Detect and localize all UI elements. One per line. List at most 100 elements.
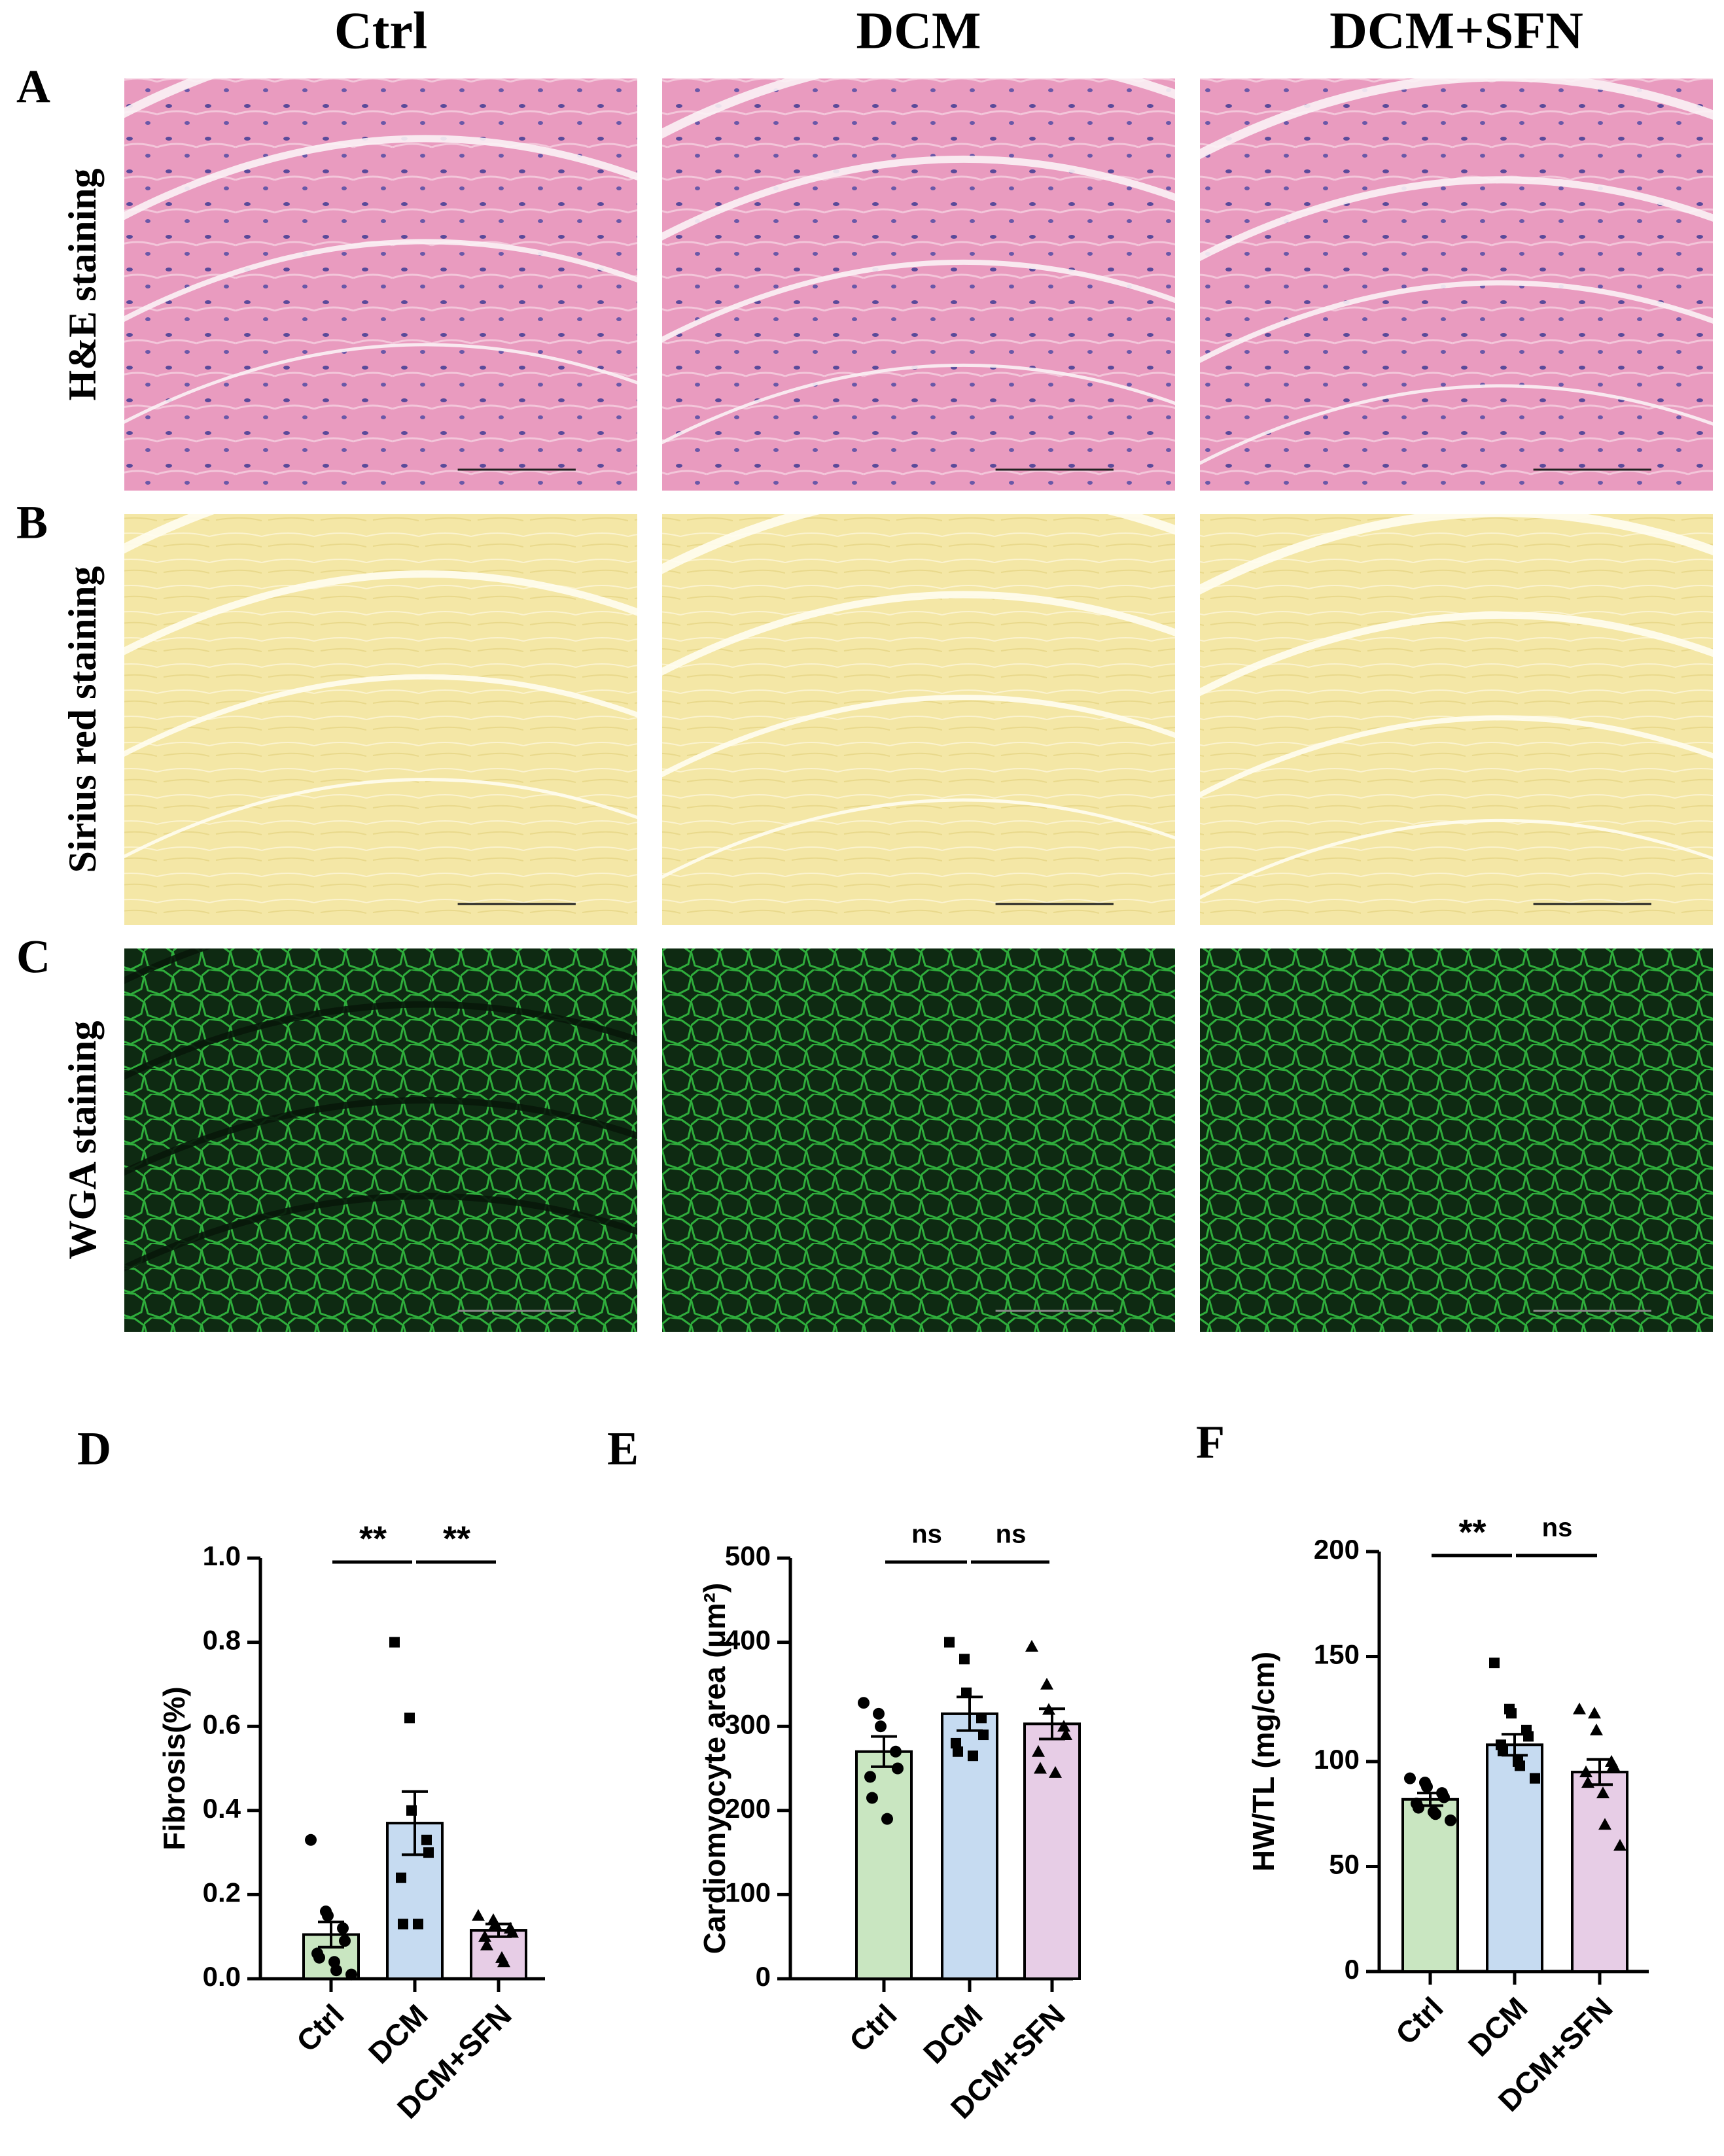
y-axis-label: Fibrosis(%) <box>157 1686 191 1850</box>
data-point <box>1430 1808 1441 1820</box>
data-point <box>313 1951 325 1964</box>
micrograph-features <box>662 78 1175 445</box>
data-point <box>976 1713 987 1724</box>
tissue-gap <box>662 695 1175 778</box>
tissue-gap <box>662 514 1175 574</box>
y-tick-label: 0.6 <box>203 1709 241 1739</box>
micrograph-features <box>662 514 1175 879</box>
data-point <box>968 1750 978 1762</box>
x-tick-label: Ctrl <box>290 1998 351 2059</box>
significance-label: ns <box>911 1520 942 1549</box>
column-header: DCM+SFN <box>1329 2 1583 60</box>
y-tick-label: 0.4 <box>203 1793 241 1824</box>
y-tick-label: 200 <box>1314 1534 1360 1565</box>
data-point <box>305 1834 317 1846</box>
data-point <box>1404 1772 1416 1784</box>
data-point <box>396 1872 406 1883</box>
panel-letter: F <box>1196 1416 1225 1469</box>
tissue-gap <box>124 1097 637 1176</box>
y-tick-label: 0 <box>756 1961 771 1992</box>
data-point <box>1579 1765 1592 1778</box>
data-point <box>330 1964 342 1977</box>
micrograph-features <box>1200 78 1713 465</box>
data-point <box>951 1737 961 1748</box>
tissue-gap <box>124 514 637 554</box>
data-point <box>978 1730 989 1741</box>
data-point <box>864 1771 876 1783</box>
data-point <box>1515 1760 1525 1771</box>
data-point <box>858 1697 870 1709</box>
data-point <box>890 1745 902 1758</box>
x-tick-label: Ctrl <box>1389 1991 1450 2051</box>
y-tick-label: 50 <box>1329 1849 1360 1880</box>
tissue-gap <box>124 570 637 655</box>
x-tick-label: Ctrl <box>843 1998 904 2059</box>
x-tick-label: DCM <box>362 1998 434 2070</box>
column-header: DCM <box>856 2 981 60</box>
data-point <box>322 1909 334 1922</box>
data-point <box>959 1654 970 1665</box>
bar <box>855 1750 913 1981</box>
data-point <box>1530 1773 1540 1784</box>
row-letter: C <box>16 931 50 983</box>
tissue-gap <box>1200 280 1713 364</box>
y-tick-label: 0.2 <box>203 1877 241 1907</box>
y-tick-label: 300 <box>725 1709 771 1739</box>
x-tick-label: DCM <box>1462 1991 1534 2063</box>
tissue-gap <box>124 239 637 322</box>
data-point <box>478 1930 491 1942</box>
tissue-gap <box>1200 514 1713 595</box>
micrograph <box>124 78 637 491</box>
micrograph-features <box>124 948 637 1272</box>
data-point <box>1588 1707 1601 1719</box>
bar <box>1023 1722 1081 1981</box>
y-tick-label: 200 <box>725 1793 771 1824</box>
y-tick-label: 0.8 <box>203 1625 241 1656</box>
tissue-gap <box>662 259 1175 343</box>
row-title: H&E staining <box>61 168 104 400</box>
data-point <box>345 1968 357 1981</box>
tissue-gap <box>1200 384 1713 465</box>
y-tick-label: 100 <box>1314 1744 1360 1775</box>
tissue-gap <box>1200 611 1713 697</box>
data-point <box>404 1713 415 1724</box>
data-point <box>472 1909 485 1921</box>
y-axis-label: HW/TL (mg/cm) <box>1246 1652 1280 1871</box>
data-point <box>1421 1781 1433 1793</box>
data-point <box>1498 1745 1508 1756</box>
data-point <box>389 1637 400 1648</box>
x-tick-label: DCM <box>917 1998 989 2070</box>
data-point <box>337 1922 349 1934</box>
micrograph <box>662 78 1175 491</box>
tissue-gap <box>124 778 637 859</box>
y-tick-label: 100 <box>725 1877 771 1907</box>
data-point <box>961 1687 972 1698</box>
significance-label: ** <box>359 1519 387 1558</box>
tissue-gap <box>662 78 1175 139</box>
tissue-gap <box>1200 818 1713 900</box>
tissue-gap <box>124 1192 637 1272</box>
column-header: Ctrl <box>334 2 427 60</box>
data-point <box>944 1637 955 1648</box>
data-point <box>423 1847 434 1858</box>
data-point <box>1040 1677 1053 1690</box>
data-point <box>398 1919 408 1930</box>
micrograph-features <box>124 514 637 859</box>
data-point <box>873 1707 885 1720</box>
micrograph-features <box>124 78 637 424</box>
y-axis-label: Cardiomyocyte area (μm²) <box>697 1583 731 1955</box>
data-point <box>866 1792 878 1804</box>
tissue-gap <box>124 135 637 220</box>
data-point <box>506 1926 519 1938</box>
y-tick-label: 0 <box>1345 1954 1360 1985</box>
data-point <box>1413 1801 1424 1814</box>
data-point <box>1607 1759 1620 1771</box>
data-point <box>1573 1702 1586 1714</box>
tissue-gap <box>662 363 1175 445</box>
row-title: WGA staining <box>61 1020 104 1259</box>
tissue-gap <box>662 798 1175 879</box>
bar <box>1571 1771 1628 1973</box>
data-point <box>497 1955 510 1968</box>
data-point <box>480 1938 493 1951</box>
